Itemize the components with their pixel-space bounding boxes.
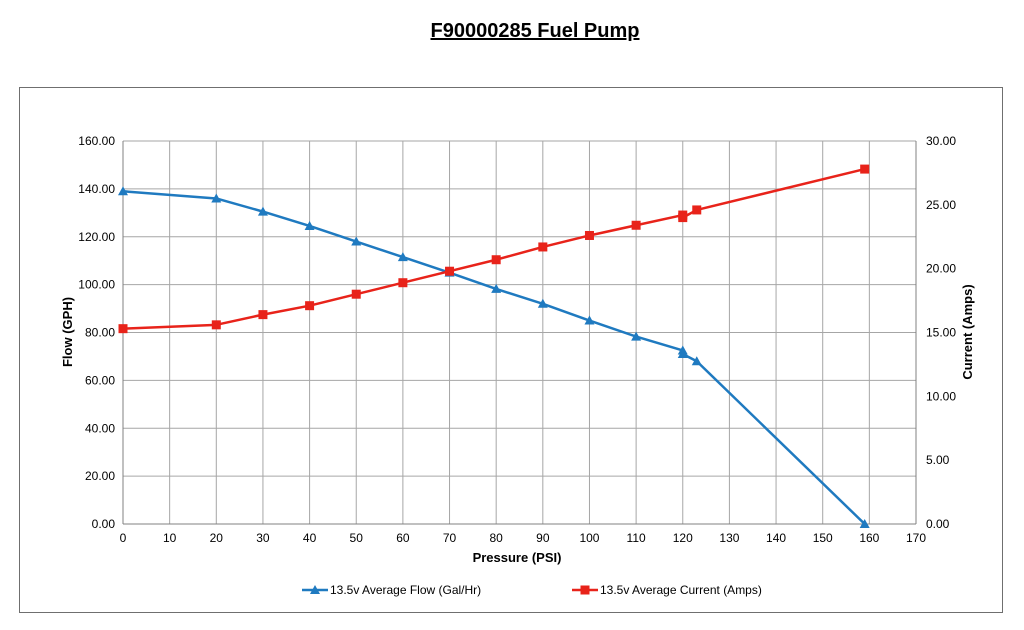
- y-tick-label: 160.00: [78, 134, 115, 148]
- y-tick-labels: 0.00 20.00 40.00 60.00 80.00 100.00 120.00 140.…: [78, 134, 115, 531]
- x-tick-label: 10: [163, 531, 177, 545]
- y-tick-label: 140.00: [78, 182, 115, 196]
- x-tick-label: 90: [536, 531, 550, 545]
- current-data-point: [445, 266, 455, 276]
- current-data-point: [584, 230, 594, 240]
- y2-axis-label: Current (Amps): [960, 284, 975, 379]
- y-tick-label: 80.00: [85, 326, 115, 340]
- x-tick-label: 130: [719, 531, 739, 545]
- y2-tick-label: 25.00: [926, 198, 956, 212]
- current-data-point: [398, 278, 408, 288]
- x-tick-labels: 0 10 20 30 40 50 60 70 80 90 100 110 120 130 140 150 160…: [120, 531, 927, 545]
- current-data-point: [305, 301, 315, 311]
- y2-tick-labels: 0.00 5.00 10.00 15.00 20.00 25.00 30.00: [926, 134, 956, 531]
- series-group: [118, 164, 870, 528]
- legend-marker: [310, 585, 320, 594]
- current-data-point: [860, 164, 870, 174]
- flow-data-point: [211, 193, 222, 203]
- x-tick-label: 120: [673, 531, 693, 545]
- chart-title: F90000285 Fuel Pump: [430, 20, 640, 42]
- flow-data-point: [631, 331, 642, 341]
- legend-label: 13.5v Average Current (Amps): [600, 583, 762, 597]
- x-tick-label: 110: [627, 531, 646, 545]
- flow-data-point: [584, 315, 595, 325]
- current-data-point: [538, 242, 548, 252]
- x-tick-label: 150: [813, 531, 833, 545]
- y-tick-label: 100.00: [78, 278, 115, 292]
- chart-frame: [19, 87, 1003, 613]
- y2-tick-label: 15.00: [926, 326, 956, 340]
- x-tick-label: 20: [210, 531, 224, 545]
- flow-data-point: [351, 236, 362, 246]
- y2-tick-label: 10.00: [926, 389, 956, 403]
- flow-data-point: [859, 519, 870, 528]
- flow-data-point: [537, 298, 548, 308]
- flow-data-point: [397, 252, 408, 262]
- x-tick-label: 40: [303, 531, 317, 545]
- current-data-point: [631, 220, 641, 230]
- y2-tick-label: 5.00: [926, 453, 950, 467]
- y2-tick-label: 0.00: [926, 517, 950, 531]
- x-tick-label: 100: [579, 531, 599, 545]
- legend-label: 13.5v Average Flow (Gal/Hr): [330, 583, 481, 597]
- current-data-point: [118, 324, 128, 334]
- y2-tick-label: 20.00: [926, 262, 956, 276]
- y-axis-label: Flow (GPH): [60, 297, 75, 367]
- current-series-line: [122, 167, 865, 330]
- flow-data-point: [677, 349, 688, 359]
- legend-marker: [580, 585, 590, 595]
- x-tick-label: 0: [120, 531, 127, 545]
- y-tick-label: 120.00: [78, 230, 115, 244]
- y-tick-label: 60.00: [85, 373, 115, 387]
- x-tick-label: 60: [396, 531, 410, 545]
- flow-data-point: [304, 220, 315, 230]
- x-tick-label: 160: [859, 531, 879, 545]
- current-data-point: [491, 255, 501, 265]
- flow-data-point: [691, 356, 702, 366]
- current-data-point: [678, 213, 688, 223]
- current-data-point: [258, 310, 268, 320]
- flow-data-point: [118, 186, 128, 196]
- current-data-point: [351, 289, 361, 299]
- current-data-point: [211, 320, 221, 330]
- y-tick-label: 20.00: [85, 469, 115, 483]
- grid-lines: [122, 140, 917, 525]
- x-tick-label: 50: [350, 531, 364, 545]
- x-tick-label: 70: [443, 531, 457, 545]
- y-tick-label: 40.00: [85, 421, 115, 435]
- x-tick-label: 80: [489, 531, 503, 545]
- y2-tick-label: 30.00: [926, 134, 956, 148]
- flow-data-point: [491, 283, 502, 293]
- y-tick-label: 0.00: [92, 517, 116, 531]
- x-axis-label: Pressure (PSI): [473, 550, 562, 565]
- legend: 13.5v Average Flow (Gal/Hr) 13.5v Average…: [302, 583, 762, 597]
- flow-series-line: [122, 190, 866, 525]
- x-tick-label: 170: [906, 531, 926, 545]
- flow-data-point: [257, 206, 268, 216]
- x-tick-label: 30: [256, 531, 270, 545]
- current-data-point: [692, 205, 702, 215]
- x-tick-label: 140: [766, 531, 786, 545]
